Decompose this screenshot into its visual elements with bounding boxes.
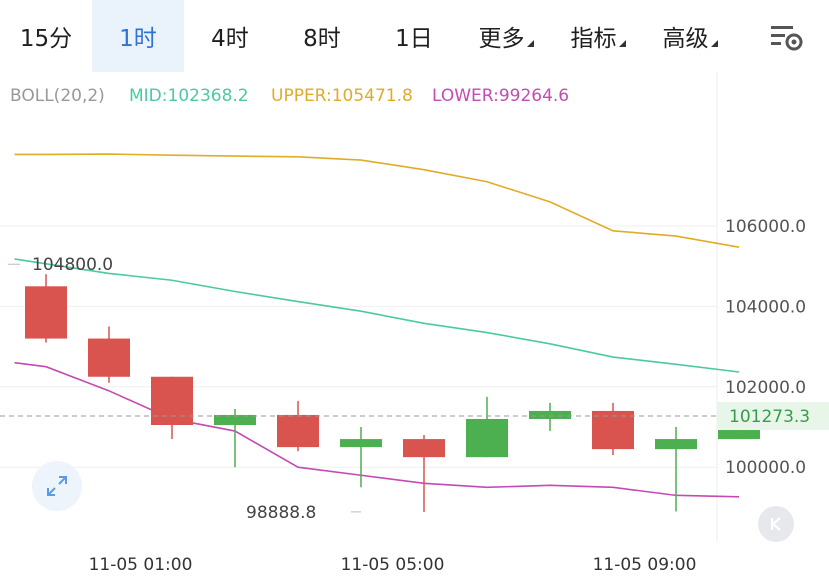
tab-indicators[interactable]: 指标 (552, 0, 644, 72)
candles (25, 274, 760, 512)
expand-chart-button[interactable] (32, 461, 82, 511)
candle-body-down (151, 376, 193, 426)
y-tick-label: 104000.0 (725, 297, 806, 317)
x-axis-ticks: 11-05 01:00 11-05 05:00 11-05 09:00 (89, 555, 697, 575)
boll-upper-line (14, 153, 740, 249)
expand-arrows-icon (47, 476, 67, 496)
tab-more[interactable]: 更多 (460, 0, 552, 72)
chart-grid (0, 225, 717, 468)
candlestick-chart[interactable]: BOLL(20,2) MID:102368.2 UPPER:105471.8 L… (0, 72, 829, 580)
tab-1h[interactable]: 1时 (92, 0, 184, 72)
k-letter-icon (770, 517, 781, 531)
y-tick-label: 102000.0 (725, 378, 806, 398)
x-tick-label: 11-05 09:00 (593, 555, 697, 575)
tab-advanced[interactable]: 高级 (644, 0, 736, 72)
candle-body-up (214, 414, 256, 426)
candle-body-up (655, 439, 697, 450)
candle-body-down (592, 410, 634, 450)
dropdown-triangle-icon (526, 39, 534, 47)
y-tick-label: 106000.0 (725, 217, 806, 237)
tab-label: 1日 (395, 26, 433, 52)
candle-body-up (340, 439, 382, 448)
price-annotations: 104800.0 98888.8 (8, 255, 361, 523)
candle-body-down (88, 338, 130, 377)
x-tick-label: 11-05 05:00 (341, 555, 445, 575)
high-price-annotation: 104800.0 (32, 255, 113, 275)
tab-label: 8时 (303, 26, 341, 52)
tab-label: 高级 (662, 26, 709, 52)
x-tick-label: 11-05 01:00 (89, 555, 193, 575)
k-line-button[interactable] (758, 506, 794, 542)
tab-15m[interactable]: 15分 (0, 0, 92, 72)
tab-label: 指标 (570, 26, 617, 52)
current-price-label: 101273.3 (729, 407, 810, 427)
tab-1d[interactable]: 1日 (368, 0, 460, 72)
tab-4h[interactable]: 4时 (184, 0, 276, 72)
low-price-annotation: 98888.8 (246, 503, 316, 523)
candle-body-down (277, 414, 319, 448)
tab-8h[interactable]: 8时 (276, 0, 368, 72)
chart-settings-icon[interactable] (767, 18, 805, 54)
timeframe-tab-bar: 15分 1时 4时 8时 1日 更多 指标 高级 (0, 0, 829, 72)
tab-label: 更多 (478, 26, 525, 52)
candle-body-down (25, 286, 67, 339)
tab-label: 4时 (211, 26, 249, 52)
boll-upper-value: UPPER:105471.8 (271, 86, 413, 106)
tab-label: 15分 (19, 26, 73, 52)
boll-label: BOLL(20,2) (10, 86, 105, 106)
boll-mid-value: MID:102368.2 (129, 86, 249, 106)
y-tick-label: 100000.0 (725, 458, 806, 478)
candle-body-up (466, 418, 508, 458)
boll-mid-line (14, 258, 740, 373)
candle-body-down (403, 439, 445, 458)
tab-label: 1时 (119, 26, 157, 52)
current-price-tag (717, 402, 829, 431)
y-axis-ticks: 106000.0 104000.0 102000.0 100000.0 (725, 217, 806, 478)
dropdown-triangle-icon (710, 39, 718, 47)
boll-lower-value: LOWER:99264.6 (432, 86, 569, 106)
candle-body-up (529, 410, 571, 419)
dropdown-triangle-icon (618, 39, 626, 47)
